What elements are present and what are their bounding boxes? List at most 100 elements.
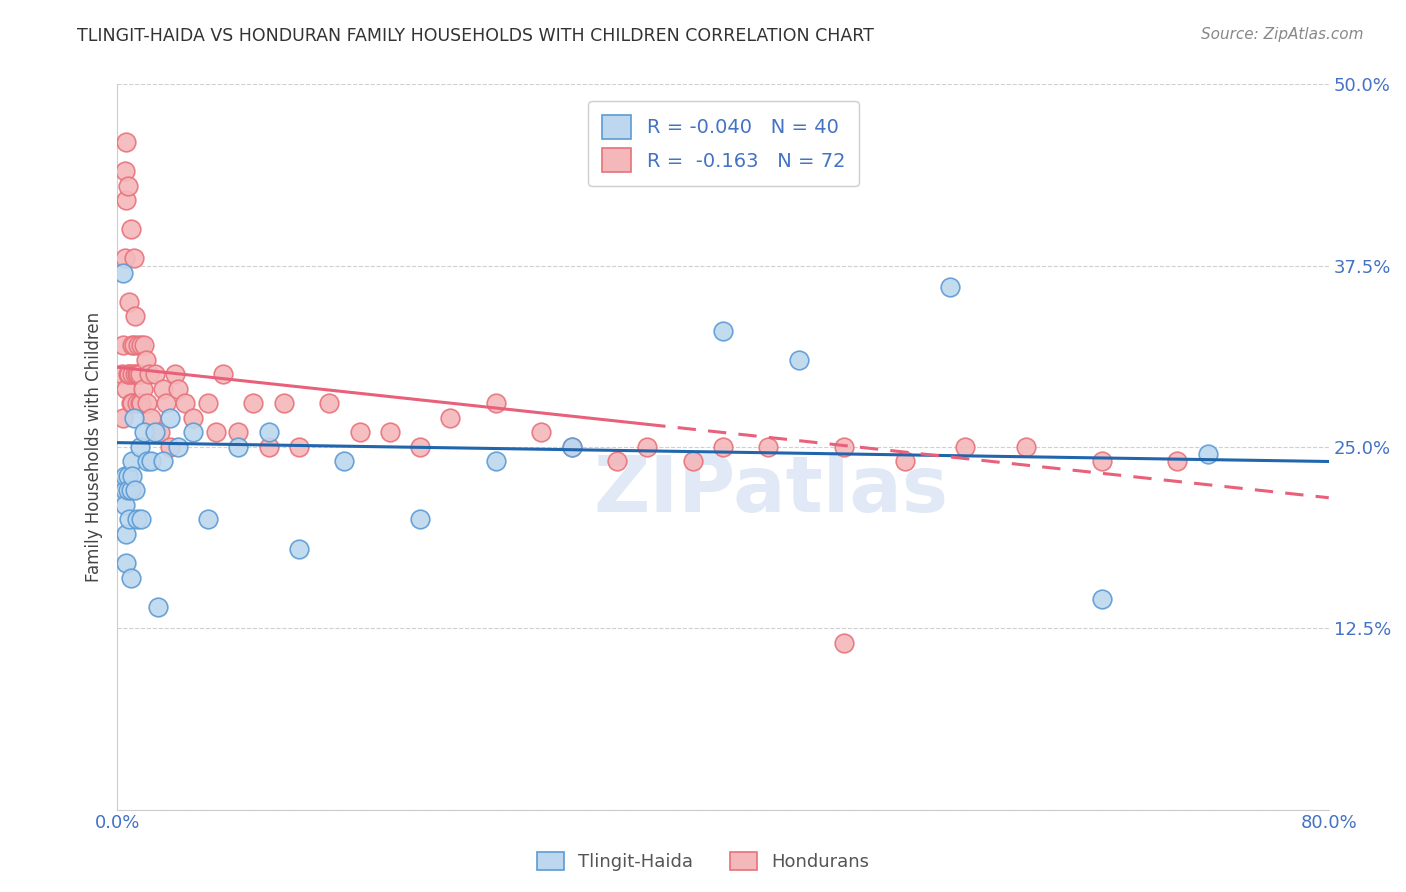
- Legend: Tlingit-Haida, Hondurans: Tlingit-Haida, Hondurans: [530, 845, 876, 879]
- Point: [787, 353, 810, 368]
- Point: [112, 338, 135, 352]
- Point: [174, 396, 197, 410]
- Y-axis label: Family Households with Children: Family Households with Children: [86, 312, 103, 582]
- Point: [181, 411, 204, 425]
- Point: [257, 440, 280, 454]
- Point: [711, 324, 734, 338]
- Point: [115, 527, 138, 541]
- Point: [129, 368, 152, 382]
- Point: [149, 425, 172, 440]
- Point: [197, 396, 219, 410]
- Point: [139, 411, 162, 425]
- Point: [117, 368, 139, 382]
- Point: [131, 396, 153, 410]
- Point: [125, 368, 148, 382]
- Point: [132, 382, 155, 396]
- Point: [134, 338, 156, 352]
- Point: [139, 454, 162, 468]
- Point: [409, 440, 432, 454]
- Point: [163, 368, 186, 382]
- Point: [939, 280, 962, 294]
- Point: [1090, 592, 1112, 607]
- Point: [212, 368, 235, 382]
- Point: [155, 396, 177, 410]
- Point: [134, 425, 156, 440]
- Point: [636, 440, 658, 454]
- Point: [288, 440, 311, 454]
- Point: [114, 164, 136, 178]
- Point: [228, 425, 250, 440]
- Point: [118, 368, 141, 382]
- Point: [146, 599, 169, 614]
- Point: [112, 411, 135, 425]
- Point: [114, 469, 136, 483]
- Point: [131, 512, 153, 526]
- Text: ZIPatlas: ZIPatlas: [593, 452, 949, 528]
- Point: [1090, 454, 1112, 468]
- Point: [121, 454, 143, 468]
- Point: [118, 512, 141, 526]
- Point: [318, 396, 340, 410]
- Point: [111, 368, 134, 382]
- Point: [121, 368, 143, 382]
- Point: [125, 396, 148, 410]
- Point: [1166, 454, 1188, 468]
- Point: [711, 440, 734, 454]
- Point: [115, 556, 138, 570]
- Point: [117, 469, 139, 483]
- Point: [143, 368, 166, 382]
- Point: [129, 440, 152, 454]
- Point: [349, 425, 371, 440]
- Point: [159, 411, 181, 425]
- Point: [832, 636, 855, 650]
- Point: [136, 396, 159, 410]
- Point: [136, 454, 159, 468]
- Point: [682, 454, 704, 468]
- Point: [122, 338, 145, 352]
- Point: [129, 396, 152, 410]
- Point: [124, 483, 146, 498]
- Point: [560, 440, 582, 454]
- Point: [117, 178, 139, 193]
- Point: [135, 353, 157, 368]
- Point: [117, 483, 139, 498]
- Point: [121, 338, 143, 352]
- Point: [242, 396, 264, 410]
- Point: [114, 498, 136, 512]
- Point: [1197, 447, 1219, 461]
- Point: [257, 425, 280, 440]
- Point: [606, 454, 628, 468]
- Point: [166, 382, 188, 396]
- Point: [560, 440, 582, 454]
- Point: [131, 338, 153, 352]
- Point: [378, 425, 401, 440]
- Point: [1015, 440, 1038, 454]
- Point: [115, 194, 138, 208]
- Point: [122, 252, 145, 266]
- Point: [530, 425, 553, 440]
- Point: [121, 469, 143, 483]
- Point: [143, 425, 166, 440]
- Point: [138, 368, 160, 382]
- Point: [114, 483, 136, 498]
- Point: [228, 440, 250, 454]
- Point: [115, 382, 138, 396]
- Point: [893, 454, 915, 468]
- Point: [758, 440, 780, 454]
- Point: [204, 425, 226, 440]
- Point: [120, 483, 142, 498]
- Point: [118, 295, 141, 310]
- Point: [120, 570, 142, 584]
- Point: [955, 440, 977, 454]
- Point: [159, 440, 181, 454]
- Point: [485, 396, 508, 410]
- Point: [273, 396, 295, 410]
- Point: [120, 222, 142, 236]
- Point: [124, 310, 146, 324]
- Point: [439, 411, 461, 425]
- Point: [124, 368, 146, 382]
- Point: [120, 396, 142, 410]
- Point: [333, 454, 356, 468]
- Text: TLINGIT-HAIDA VS HONDURAN FAMILY HOUSEHOLDS WITH CHILDREN CORRELATION CHART: TLINGIT-HAIDA VS HONDURAN FAMILY HOUSEHO…: [77, 27, 875, 45]
- Point: [125, 512, 148, 526]
